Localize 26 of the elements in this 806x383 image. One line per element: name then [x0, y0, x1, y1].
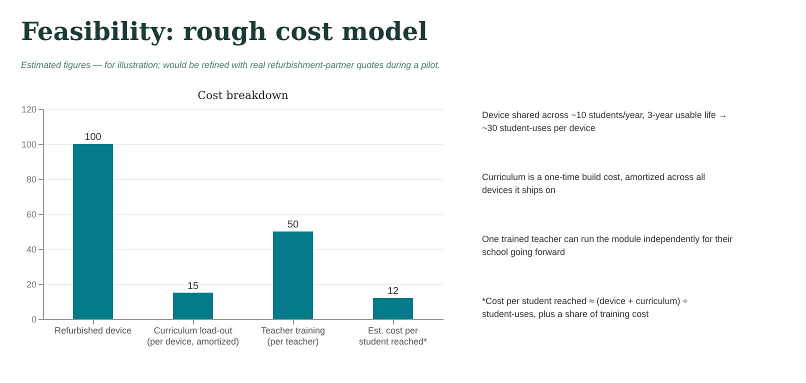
y-tick-label: 20 — [26, 280, 36, 290]
data-label: 15 — [187, 280, 199, 292]
data-label: 12 — [387, 286, 399, 297]
y-tick-label: 60 — [26, 210, 36, 220]
data-label: 100 — [84, 132, 102, 143]
chart-title: Feasibility: rough cost model — [20, 17, 428, 46]
data-label: 50 — [287, 220, 299, 230]
text: *Cost per student reached ≈ (device + curriculum) ÷ student-uses, plus a share of training cost — [482, 296, 688, 319]
y-tick-label: 80 — [26, 174, 36, 184]
text: Cost breakdown — [198, 89, 288, 102]
x-tick-label: Est. cost per student reached* — [358, 326, 428, 346]
bar — [373, 298, 413, 319]
bar — [173, 292, 213, 319]
bar — [273, 232, 313, 319]
chart-subtitle: Estimated figures — for illustration; would be refined with real refurbishment-partner quotes during a pilot. — [20, 60, 440, 70]
bar — [73, 144, 113, 319]
y-tick-label: 40 — [26, 244, 36, 254]
x-tick-label: Teacher training (per teacher) — [260, 326, 326, 346]
y-tick-label: 100 — [21, 140, 36, 150]
text: Device shared across ~10 students/year, 3-year usable life → ~30 student-uses per device — [482, 110, 728, 133]
text: One trained teacher can run the module independently for their school going forward — [482, 234, 733, 257]
x-tick-label: Curriculum load-out (per device, amortized) — [146, 326, 240, 346]
y-tick-label: 0 — [31, 314, 36, 324]
x-tick-label: Refurbished device — [54, 326, 132, 336]
y-tick-label: 120 — [21, 104, 36, 114]
text: Curriculum is a one-time build cost, amortized across all devices it ships on — [482, 172, 706, 195]
